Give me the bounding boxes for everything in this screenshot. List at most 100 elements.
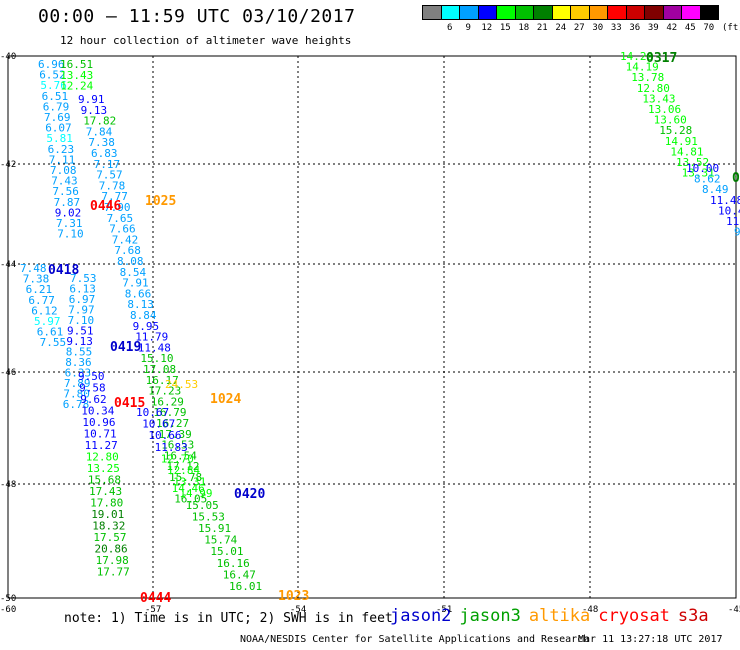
wave-height-label: 11.83: [155, 441, 188, 454]
latitude-label: -40: [0, 52, 16, 62]
wave-height-label: 17.12: [166, 460, 199, 473]
wave-height-label: 15.78: [169, 471, 202, 484]
wave-height-label: 12.80: [637, 82, 670, 95]
wave-height-label: 13.52: [676, 156, 709, 169]
wave-height-label: 13.60: [654, 114, 687, 127]
wave-height-label: 6.83: [91, 147, 118, 160]
pass-time-label: 1023: [278, 589, 309, 604]
wave-height-label: 14.46: [172, 482, 205, 495]
wave-height-label: 7.77: [101, 190, 128, 203]
satellite-key: jason2 jason3 altika cryosat s3a: [390, 606, 717, 626]
wave-height-label: 9.95: [133, 320, 160, 333]
legend-swatch: [699, 5, 719, 20]
wave-height-label: 17.82: [83, 115, 116, 128]
wave-height-label: 9.02: [55, 206, 82, 219]
wave-height-label: 11.27: [85, 439, 118, 452]
pass-time-label: 0415: [114, 396, 145, 411]
wave-height-label: 16.17: [146, 374, 179, 387]
wave-height-label: 11.79: [135, 331, 168, 344]
pass-time-label: 0420: [234, 487, 265, 502]
wave-height-label: 8.36: [65, 356, 92, 369]
longitude-label: -57: [145, 605, 161, 615]
wave-height-label: 13.43: [60, 69, 93, 82]
wave-height-label: 13.78: [631, 71, 664, 84]
legend-tick-label: 21: [536, 23, 548, 33]
wave-height-label: 13.06: [648, 103, 681, 116]
wave-height-label: 18.32: [92, 520, 125, 533]
wave-height-label: 8.55: [66, 346, 93, 359]
wave-height-label: 14.91: [665, 135, 698, 148]
wave-height-label: 20.86: [95, 543, 128, 556]
wave-height-label: 17.80: [90, 497, 123, 510]
wave-height-label: 7.31: [56, 217, 83, 230]
wave-height-label: 9.51: [67, 325, 94, 338]
pass-time-label: 0418: [48, 263, 79, 278]
legend-tick-label: 30: [592, 23, 604, 33]
wave-height-label: 7.89: [64, 377, 91, 390]
wave-height-label: 14.81: [670, 145, 703, 158]
wave-height-label: 16.53: [161, 439, 194, 452]
wave-height-label: 17.77: [97, 566, 130, 579]
latitude-label: -44: [0, 260, 16, 270]
wave-height-label: 7.97: [68, 304, 95, 317]
legend-tick-label: 42: [666, 23, 678, 33]
longitude-label: -54: [290, 605, 306, 615]
wave-height-label: 6.21: [26, 283, 52, 296]
legend-tick-label: 45: [684, 23, 696, 33]
wave-height-label: 7.38: [23, 273, 50, 286]
longitude-label: -45: [728, 605, 740, 615]
latitude-label: -46: [0, 368, 16, 378]
wave-height-label: 6.23: [48, 143, 75, 156]
legend-tick-label: 33: [610, 23, 622, 33]
wave-height-label: 8.62: [694, 173, 721, 186]
wave-height-label: 7.69: [44, 111, 71, 124]
wave-height-label: 10.96: [82, 416, 115, 429]
satellite-s3a: s3a: [677, 606, 709, 626]
wave-height-label: 16.47: [223, 568, 256, 581]
wave-height-label: 15.05: [186, 499, 219, 512]
wave-height-label: 15.01: [210, 545, 243, 558]
satellite-jason2: jason2: [390, 606, 452, 626]
pass-time-label: 1024: [210, 392, 241, 407]
wave-height-label: 7.80: [63, 388, 90, 401]
wave-height-label: 6.96: [38, 58, 65, 71]
wave-height-label: 6.12: [31, 304, 58, 317]
wave-height-label: 16.27: [156, 417, 189, 430]
wave-height-label: 16.79: [153, 406, 186, 419]
wave-height-label: 7.65: [107, 212, 134, 225]
legend-tick-label: 9: [465, 23, 471, 33]
wave-height-label: 6.33: [65, 367, 92, 380]
wave-height-label: 7.66: [109, 223, 136, 236]
wave-height-label: 11.48: [138, 341, 171, 354]
color-legend: 6 9 12 15 18 21 24 27 30 33 36 39 42 45 70 (ft): [422, 5, 740, 35]
wave-height-label: 7.53: [70, 272, 97, 285]
wave-height-label: 10.67: [142, 418, 175, 431]
wave-height-label: 16.29: [151, 395, 184, 408]
wave-height-label: 7.10: [57, 228, 83, 241]
legend-tick-label: 70: [703, 23, 715, 33]
latitude-label: -50: [0, 594, 16, 604]
wave-height-label: 7.10: [68, 314, 95, 327]
wave-height-label: 13.31: [682, 167, 715, 180]
wave-height-label: 8.13: [127, 298, 153, 311]
wave-height-label: 7.78: [99, 179, 126, 192]
wave-height-label: 9.58: [79, 382, 106, 395]
wave-height-label: 17.08: [143, 363, 176, 376]
wave-height-label: 15.68: [88, 474, 121, 487]
wave-height-label: 9.91: [78, 93, 105, 106]
wave-height-label: 7.11: [49, 153, 76, 166]
wave-height-label: 12.70: [161, 452, 194, 465]
wave-height-label: 9.13: [66, 335, 93, 348]
wave-height-label: 7.87: [54, 196, 81, 209]
wave-height-label: 17.57: [93, 531, 126, 544]
wave-height-label: 7.68: [114, 244, 140, 257]
wave-height-label: 13.25: [87, 462, 120, 475]
wave-height-label: 15.53: [192, 510, 225, 523]
longitude-label: -48: [582, 605, 598, 615]
page-subtitle: 12 hour collection of altimeter wave hei…: [60, 34, 352, 47]
legend-tick-label: 18: [518, 23, 530, 33]
wave-height-label: 5.76: [40, 79, 67, 92]
wave-height-label: 16.05: [174, 493, 207, 506]
wave-height-label: 5.97: [34, 315, 61, 328]
